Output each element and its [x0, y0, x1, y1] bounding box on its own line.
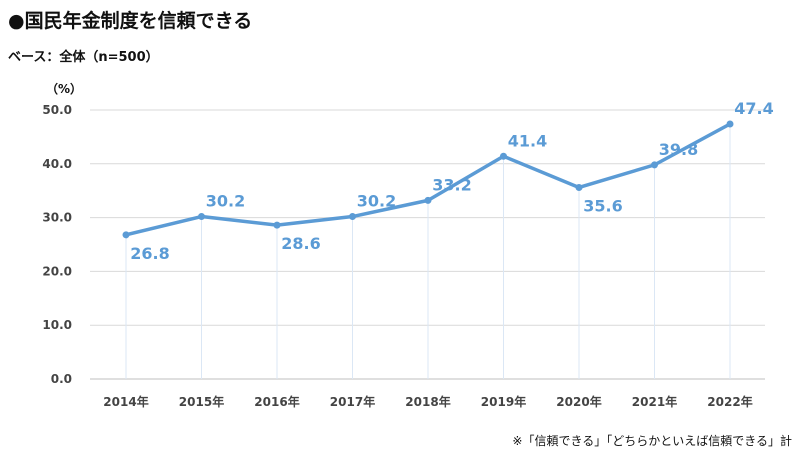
- x-tick-label: 2020年: [556, 394, 601, 409]
- data-point: [122, 231, 130, 239]
- y-tick-label: 30.0: [42, 211, 72, 225]
- data-point: [575, 183, 583, 191]
- data-point: [651, 161, 658, 169]
- data-label: 47.4: [734, 99, 773, 118]
- data-label: 33.2: [432, 175, 471, 194]
- data-point: [726, 120, 734, 128]
- unit-label: （%）: [46, 82, 83, 96]
- data-point: [198, 213, 205, 221]
- series-layer: [122, 120, 734, 239]
- x-tick-label: 2018年: [405, 394, 450, 409]
- drop-lines: [125, 123, 731, 379]
- x-tick-label: 2016年: [254, 394, 299, 409]
- base-label: ベース：全体（n=500）: [8, 50, 159, 65]
- x-axis-ticks: 2014年 2015年 2016年 2017年 2018年 2019年 2020年 2021年…: [103, 394, 752, 409]
- footnote: ※「信頼できる」「どちらかといえば信頼できる」計: [512, 434, 792, 448]
- x-tick-label: 2022年: [707, 394, 752, 409]
- x-tick-label: 2019年: [481, 394, 526, 409]
- data-label: 28.6: [281, 234, 320, 253]
- y-tick-label: 40.0: [42, 157, 72, 171]
- y-tick-label: 0.0: [51, 372, 72, 386]
- x-tick-label: 2017年: [330, 394, 375, 409]
- y-axis-ticks: 0.0 10.0 20.0 30.0 40.0 50.0: [42, 103, 72, 386]
- data-point: [273, 221, 281, 229]
- data-point: [424, 196, 432, 204]
- data-label: 26.8: [130, 244, 169, 263]
- data-point: [500, 152, 507, 160]
- data-label: 35.6: [583, 196, 622, 215]
- data-label: 30.2: [357, 192, 396, 211]
- data-label: 30.2: [206, 192, 245, 211]
- y-tick-label: 10.0: [42, 318, 72, 332]
- x-tick-label: 2015年: [179, 394, 224, 409]
- y-tick-label: 20.0: [42, 264, 72, 278]
- data-label: 41.4: [508, 131, 547, 150]
- x-tick-label: 2021年: [632, 394, 677, 409]
- chart-title: ●国民年金制度を信頼できる: [8, 10, 253, 32]
- data-point: [349, 213, 356, 221]
- x-tick-label: 2014年: [103, 394, 148, 409]
- data-label: 39.8: [659, 140, 698, 159]
- y-tick-label: 50.0: [42, 103, 72, 117]
- data-labels: 26.8 30.2 28.6 30.2 33.2 41.4 35.6 39.8 47.4: [130, 99, 773, 263]
